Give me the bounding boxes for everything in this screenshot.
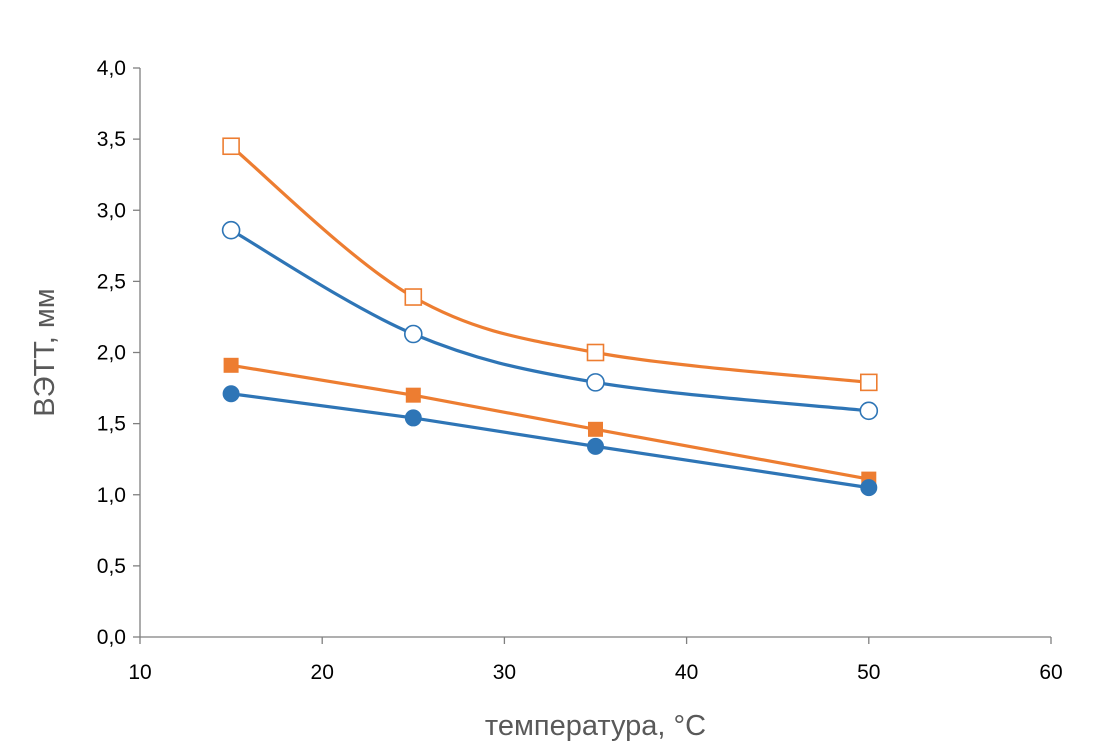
x-tick-label: 40 [675, 661, 698, 684]
y-axis-title: ВЭТТ, мм [29, 288, 61, 416]
data-point [586, 373, 605, 392]
y-tick-label: 0,5 [97, 555, 126, 578]
data-point [587, 437, 604, 455]
data-point [860, 479, 878, 497]
series-line [229, 228, 871, 413]
series-circle-filled [222, 385, 878, 497]
y-tick-label: 3,0 [97, 199, 126, 222]
series-line [229, 363, 871, 481]
data-point [222, 137, 240, 156]
x-tick-label: 30 [493, 661, 516, 684]
series-circle-open [221, 220, 879, 421]
data-point [222, 385, 240, 403]
data-point [223, 357, 239, 373]
data-point [859, 401, 879, 421]
data-point [588, 421, 603, 437]
y-tick-label: 2,0 [97, 342, 126, 365]
series-line [229, 144, 871, 384]
x-axis-title: температура, °C [485, 710, 706, 742]
series-line [229, 392, 871, 490]
x-tick-label: 10 [128, 661, 151, 684]
x-tick-label: 20 [311, 661, 334, 684]
y-axis-ticks: 0,0 0,5 1,0 1,5 2,0 2,5 3,0 3,5 4,0 [97, 57, 140, 649]
data-point [404, 409, 422, 427]
data-point [405, 387, 421, 403]
data-point [859, 373, 878, 392]
y-tick-label: 4,0 [97, 57, 126, 80]
y-tick-label: 2,5 [97, 270, 126, 293]
data-point [221, 220, 241, 240]
series-square-filled [223, 357, 877, 487]
series-square-open [222, 137, 878, 392]
data-point [404, 288, 423, 306]
x-tick-label: 60 [1039, 661, 1062, 684]
data-point [586, 343, 605, 362]
y-tick-label: 3,5 [97, 128, 126, 151]
y-tick-label: 1,5 [97, 413, 126, 436]
data-point [403, 324, 423, 344]
plot-area [221, 137, 879, 497]
x-tick-label: 50 [857, 661, 880, 684]
y-tick-label: 0,0 [97, 626, 126, 649]
y-tick-label: 1,0 [97, 484, 126, 507]
x-axis-ticks: 10 20 30 40 50 60 [128, 637, 1063, 684]
